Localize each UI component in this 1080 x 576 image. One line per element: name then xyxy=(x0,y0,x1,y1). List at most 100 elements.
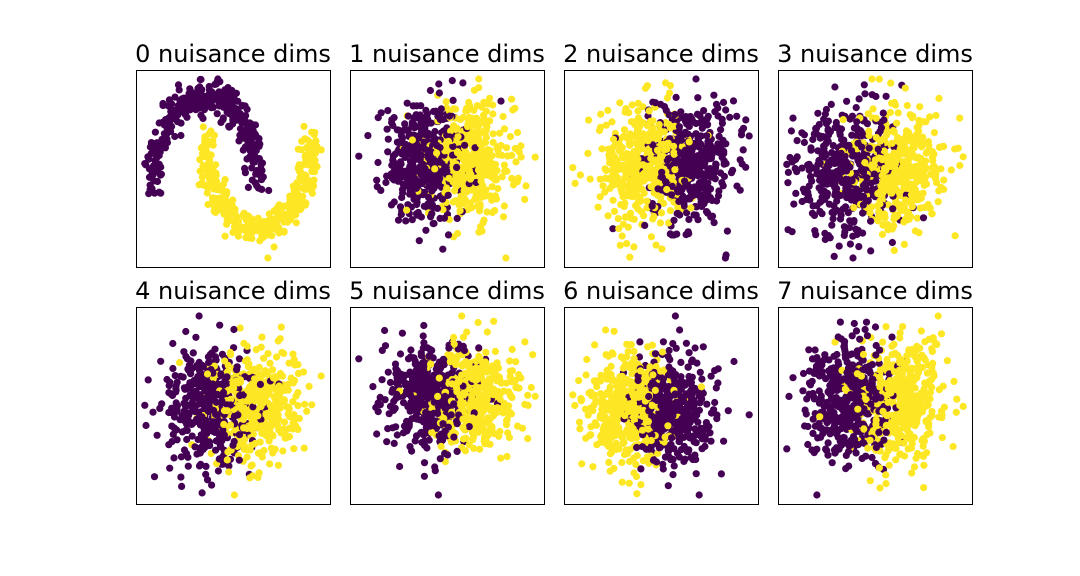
point-class1 xyxy=(917,154,925,162)
point-class0 xyxy=(193,415,201,423)
point-class1 xyxy=(456,115,464,123)
point-class0 xyxy=(423,344,432,352)
point-class1 xyxy=(196,156,204,164)
point-class0 xyxy=(182,327,190,336)
point-class0 xyxy=(408,216,416,224)
point-class0 xyxy=(677,108,685,116)
point-class0 xyxy=(436,455,444,463)
point-class1 xyxy=(463,328,471,336)
axes-frame xyxy=(136,307,331,505)
point-class0 xyxy=(417,122,425,130)
point-class1 xyxy=(240,424,248,432)
point-class1 xyxy=(227,385,236,393)
point-class1 xyxy=(920,181,928,189)
point-class0 xyxy=(410,153,418,161)
point-class0 xyxy=(854,226,862,235)
point-class1 xyxy=(466,175,474,183)
point-class1 xyxy=(903,101,911,110)
point-class0 xyxy=(813,130,821,138)
point-class1 xyxy=(916,190,924,198)
point-class1 xyxy=(269,366,277,374)
point-class0 xyxy=(447,411,455,419)
point-class1 xyxy=(196,167,204,175)
point-class1 xyxy=(658,245,666,253)
point-class0 xyxy=(846,240,855,248)
point-class0 xyxy=(217,118,225,126)
scatter-points xyxy=(141,312,325,499)
point-class0 xyxy=(826,234,834,242)
point-class1 xyxy=(504,152,512,160)
point-class1 xyxy=(601,188,609,196)
point-class1 xyxy=(300,444,308,452)
point-class1 xyxy=(635,123,643,131)
point-class1 xyxy=(257,401,265,409)
point-class1 xyxy=(233,213,241,221)
point-class1 xyxy=(239,415,247,423)
point-class1 xyxy=(610,164,618,172)
point-class1 xyxy=(932,111,940,120)
point-class0 xyxy=(420,472,428,480)
point-class1 xyxy=(266,359,274,367)
point-class0 xyxy=(807,144,815,152)
point-class1 xyxy=(585,116,593,124)
point-class1 xyxy=(610,207,619,215)
point-class1 xyxy=(289,398,297,406)
point-class1 xyxy=(878,156,886,164)
panel-6: 6 nuisance dims xyxy=(563,277,759,505)
point-class0 xyxy=(157,189,165,197)
point-class0 xyxy=(396,462,404,471)
point-class0 xyxy=(177,453,185,461)
point-class1 xyxy=(913,214,922,222)
point-class0 xyxy=(437,364,445,372)
point-class1 xyxy=(502,379,510,387)
point-class0 xyxy=(180,399,188,407)
point-class0 xyxy=(739,146,747,154)
point-class0 xyxy=(677,358,685,366)
point-class0 xyxy=(668,182,676,190)
point-class1 xyxy=(308,401,316,409)
point-class0 xyxy=(819,180,827,188)
point-class1 xyxy=(628,101,636,109)
point-class0 xyxy=(420,321,428,330)
point-class0 xyxy=(402,217,410,225)
point-class1 xyxy=(623,240,631,248)
point-class0 xyxy=(433,204,442,212)
point-class0 xyxy=(848,177,856,185)
point-class0 xyxy=(685,230,693,238)
point-class0 xyxy=(378,346,386,354)
point-class1 xyxy=(896,144,904,153)
point-class0 xyxy=(383,125,391,133)
point-class0 xyxy=(687,147,695,155)
point-class1 xyxy=(493,362,501,370)
point-class1 xyxy=(301,135,309,143)
point-class0 xyxy=(195,375,203,383)
point-class0 xyxy=(423,120,431,128)
scatter-points xyxy=(783,75,967,262)
point-class0 xyxy=(441,449,449,458)
point-class1 xyxy=(458,371,466,379)
point-class0 xyxy=(843,194,851,202)
point-class0 xyxy=(373,183,381,191)
point-class0 xyxy=(670,216,678,224)
point-class0 xyxy=(418,438,426,447)
point-class1 xyxy=(956,161,964,170)
point-class0 xyxy=(410,382,418,390)
point-class0 xyxy=(388,118,396,127)
point-class0 xyxy=(715,132,723,140)
point-class0 xyxy=(188,432,196,440)
point-class0 xyxy=(448,77,456,85)
point-class1 xyxy=(258,333,266,341)
point-class1 xyxy=(531,153,539,161)
point-class0 xyxy=(852,104,860,112)
point-class0 xyxy=(373,176,381,184)
point-class1 xyxy=(907,197,915,205)
point-class0 xyxy=(677,136,686,144)
point-class0 xyxy=(181,104,189,112)
point-class0 xyxy=(144,376,152,384)
point-class0 xyxy=(793,137,801,145)
point-class0 xyxy=(736,156,744,164)
point-class0 xyxy=(248,140,256,148)
point-class1 xyxy=(246,474,254,482)
point-class0 xyxy=(429,220,437,228)
point-class0 xyxy=(806,196,814,204)
